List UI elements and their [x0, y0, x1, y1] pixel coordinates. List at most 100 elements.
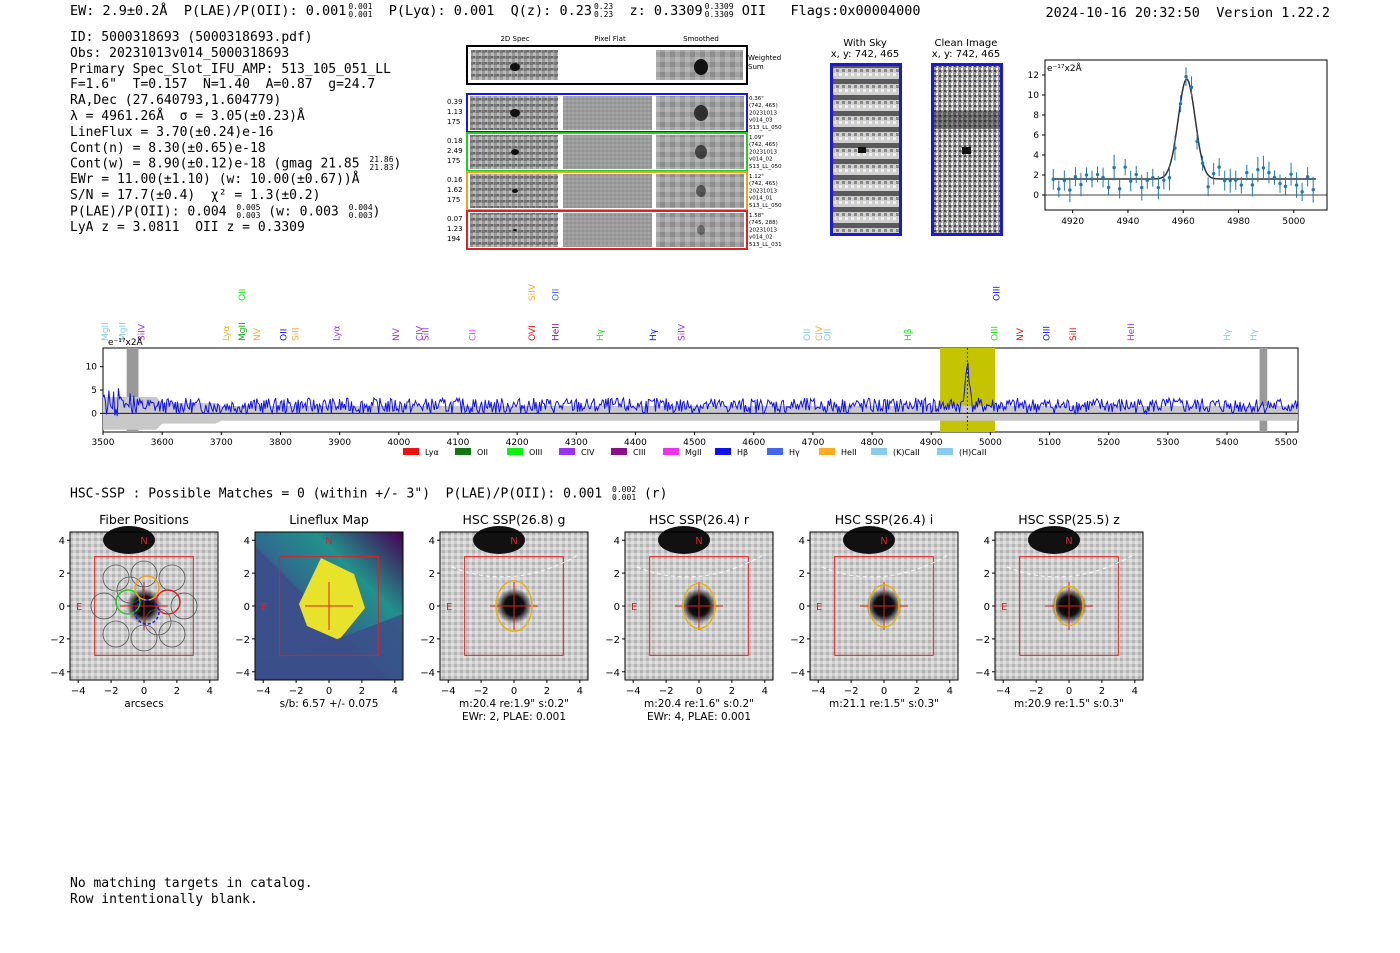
spec-xtick-label: 3900 [328, 438, 351, 448]
hsc-panels: Fiber Positions N E −4 −4 −2 −2 0 0 2 2 4 4 arcsecs Li… [50, 512, 1144, 723]
cutout-right-label: 20231013 [749, 188, 777, 194]
hsc-band: (r) [643, 486, 668, 502]
plae-w: (w: 0.003 [268, 204, 339, 220]
panel-title: Fiber Positions [99, 512, 189, 527]
zoom-data-point [1200, 161, 1205, 165]
panel-ytick-label: −2 [420, 635, 435, 646]
panel-xtick-label: −4 [71, 686, 86, 697]
plae-w-dn: 0.003 [348, 210, 373, 220]
fiber-circle [116, 576, 144, 604]
zoom-data-point [1145, 178, 1149, 183]
plae-up2: 0.005 [236, 202, 261, 212]
source-ellipse [1054, 585, 1084, 627]
spec-ytick-label: 10 [86, 363, 98, 373]
contw-end: ) [393, 156, 402, 172]
cutout-left-label: 1.62 [447, 186, 463, 194]
plae-w-up: 0.004 [348, 202, 373, 212]
hsc-up: 0.002 [612, 485, 637, 494]
zoom-ytick-label: 0 [1033, 191, 1039, 201]
cutout-source-smooth [695, 145, 707, 159]
zoom-line-plot: e⁻¹⁷x2Å 0 2 4 6 8 10 12 4920 4940 4960 4980 5000 [1028, 59, 1328, 227]
weighted-sum-label-2: Sum [748, 63, 764, 71]
panel-xtick-label: 4 [947, 686, 953, 697]
aperture-box [1019, 556, 1119, 656]
zoom-unit-label: e⁻¹⁷x2Å [1047, 62, 1083, 74]
zoom-data-point [1234, 178, 1238, 182]
info-ewr: EWr = 11.00(±1.10) (w: 10.00(±0.67))Å [70, 172, 360, 188]
cutout-left-label: 0.39 [447, 98, 463, 106]
clean-image-title: Clean Image x, y: 742, 465 [930, 38, 1002, 60]
panel-xtick-label: 4 [392, 686, 398, 697]
panel-ytick-label: −4 [790, 668, 805, 679]
cutout-left-label: 1.23 [447, 225, 463, 233]
zoom-data-point [1079, 182, 1083, 187]
panel-title: Lineflux Map [289, 512, 369, 527]
with-sky-label: With Sky [843, 38, 887, 49]
fiber-circle [102, 620, 130, 648]
legend-label: CIV [581, 448, 595, 457]
bright-neighbor [658, 526, 710, 554]
plae-end: ) [372, 204, 381, 220]
east-label: E [1001, 602, 1007, 613]
north-label: N [1065, 536, 1072, 547]
panel-xtick-label: 2 [729, 686, 735, 697]
zoom-data-point [1256, 167, 1260, 172]
zoom-data-point [1173, 146, 1177, 150]
spectral-line-label: NV [1016, 327, 1026, 341]
panel-xtick-label: −2 [659, 686, 674, 697]
legend-swatch [455, 448, 471, 455]
spectral-line-label: OII [552, 289, 562, 301]
plya-header: P(Lyα): 0.001 [388, 3, 495, 19]
panel-xtick-label: 2 [914, 686, 920, 697]
legend-swatch [871, 448, 887, 455]
zoom-data-point [1090, 177, 1094, 181]
aperture-box [649, 556, 749, 656]
spectral-line-label: MgII [238, 322, 248, 341]
panel-xtick-label: −4 [811, 686, 826, 697]
panel-ytick-label: 4 [59, 536, 65, 547]
aperture-box [464, 556, 564, 656]
info-id: ID: 5000318693 (5000318693.pdf) [70, 30, 313, 45]
info-plae: P(LAE)/P(OII): 0.004 0.005 0.003 (w: 0.00… [70, 202, 401, 220]
zoom-data-point [1167, 176, 1172, 180]
cutout-right-label: 513_LL_050 [749, 125, 782, 131]
spectral-line-label: NV [392, 327, 402, 341]
cutout-right-label: 1.58" [749, 213, 764, 219]
weighted-sum-label-1: Weighted [748, 54, 781, 62]
zoom-data-point [1294, 183, 1299, 187]
zoom-data-point [1084, 173, 1089, 177]
clean-xy: x, y: 742, 465 [931, 49, 1001, 60]
spectral-line-label: Hβ [904, 328, 914, 341]
spec-xtick-label: 3800 [269, 438, 292, 448]
cutout-source-smooth [694, 105, 708, 121]
panel-xtick-label: 0 [326, 686, 332, 697]
detection-info: ID: 5000318693 (5000318693.pdf) Obs: 202… [70, 30, 401, 235]
panel-xtick-label: −4 [626, 686, 641, 697]
spec-xtick-label: 4900 [920, 438, 943, 448]
zoom-data-point [1300, 190, 1304, 194]
zoom-data-point [1206, 185, 1210, 189]
spectral-line-label: CIV [415, 325, 425, 341]
legend-label: OII [477, 448, 488, 457]
masked-region [1259, 348, 1268, 432]
legend-label: HeII [841, 448, 857, 457]
panel-ytick-label: 2 [429, 569, 435, 580]
spectral-line-label: Lyα [333, 325, 343, 341]
zoom-xtick-label: 4940 [1116, 217, 1139, 227]
zoom-ytick-label: 6 [1033, 131, 1039, 141]
spectral-line-label: OII [803, 329, 813, 341]
legend-swatch [937, 448, 953, 455]
footer-line1: No matching targets in catalog. [70, 876, 313, 891]
zoom-ytick-label: 12 [1028, 71, 1039, 81]
cutout-source [511, 149, 519, 155]
info-contn: Cont(n) = 8.30(±0.65)e-18 [70, 140, 266, 156]
cutout-left-label: 0.16 [447, 176, 463, 184]
panel-ytick-label: 0 [984, 602, 990, 613]
masked-region [126, 348, 139, 432]
legend-label: OIII [529, 448, 542, 457]
zoom-data-point [1283, 184, 1288, 189]
spectral-line-label: Lyα [222, 325, 232, 341]
cutout-right-label: 20231013 [749, 227, 777, 233]
plae-dn: 0.001 [348, 10, 373, 19]
spec-xtick-label: 4700 [801, 438, 824, 448]
